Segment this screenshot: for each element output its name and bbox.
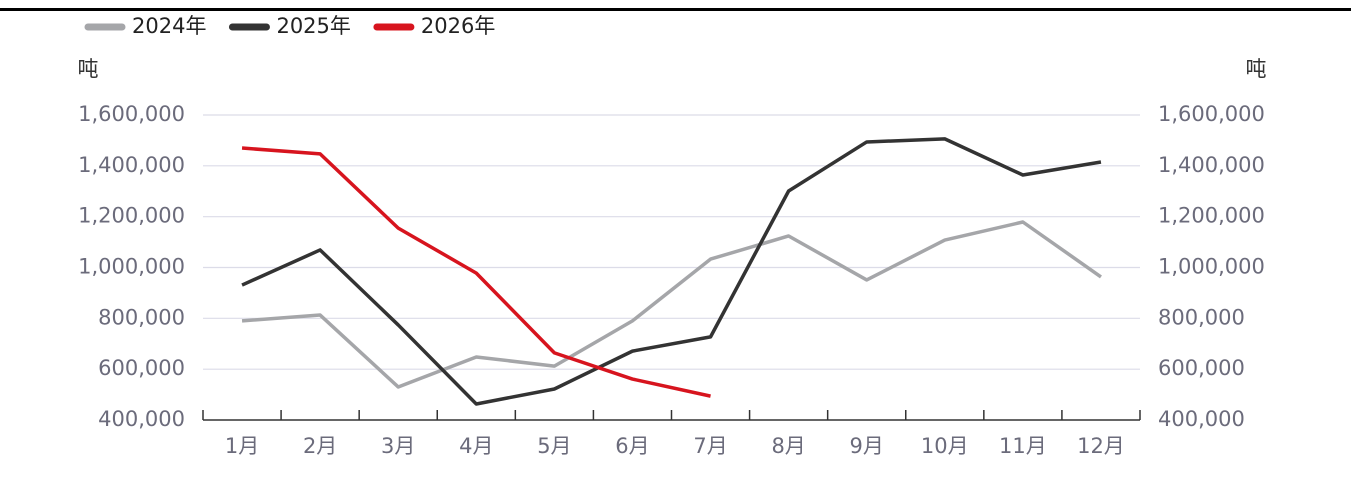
y-tick-label: 600,000 xyxy=(98,356,185,380)
x-tick-label: 6月 xyxy=(615,434,649,458)
y2-tick-label: 1,200,000 xyxy=(1158,204,1265,228)
top-rule xyxy=(0,8,1351,11)
legend-label: 2025年 xyxy=(276,14,350,38)
series-line xyxy=(241,137,1102,406)
x-tick-label: 10月 xyxy=(921,434,969,458)
x-tick-label: 11月 xyxy=(999,434,1047,458)
x-tick-label: 9月 xyxy=(850,434,884,458)
y2-tick-label: 800,000 xyxy=(1158,305,1245,329)
y2-tick-label: 1,400,000 xyxy=(1158,153,1265,177)
y-tick-label: 1,600,000 xyxy=(78,102,185,126)
y2-tick-label: 400,000 xyxy=(1158,407,1245,431)
x-tick-label: 5月 xyxy=(537,434,571,458)
y-tick-label: 800,000 xyxy=(98,305,185,329)
legend-label: 2024年 xyxy=(132,14,206,38)
x-tick-label: 12月 xyxy=(1077,434,1125,458)
y-axis-label: 吨 xyxy=(78,57,99,81)
x-tick-label: 3月 xyxy=(381,434,415,458)
y-tick-label: 400,000 xyxy=(98,407,185,431)
y2-tick-label: 1,000,000 xyxy=(1158,255,1265,279)
y2-tick-label: 600,000 xyxy=(1158,356,1245,380)
y-tick-label: 1,400,000 xyxy=(78,153,185,177)
y2-axis-label: 吨 xyxy=(1246,57,1267,81)
legend-label: 2026年 xyxy=(421,14,495,38)
x-tick-label: 7月 xyxy=(693,434,727,458)
x-tick-label: 1月 xyxy=(225,434,259,458)
x-tick-label: 4月 xyxy=(459,434,493,458)
x-tick-label: 2月 xyxy=(303,434,337,458)
series-line xyxy=(241,220,1102,389)
y-tick-label: 1,200,000 xyxy=(78,204,185,228)
y2-tick-label: 1,600,000 xyxy=(1158,102,1265,126)
y-tick-label: 1,000,000 xyxy=(78,255,185,279)
x-tick-label: 8月 xyxy=(771,434,805,458)
series-line xyxy=(241,146,711,398)
